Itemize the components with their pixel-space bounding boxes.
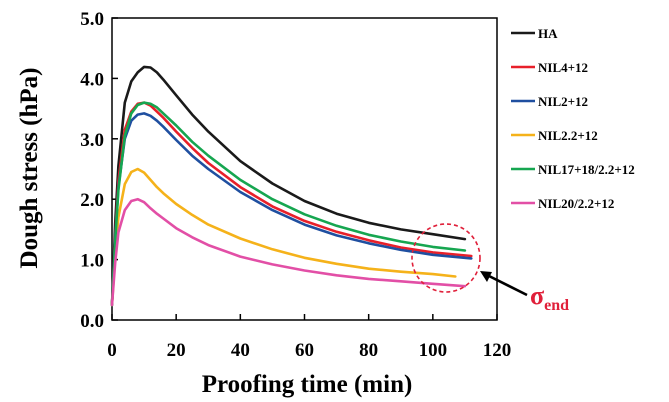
series-line-nil20-2-2-12 xyxy=(110,197,467,307)
series-line-nil17-18-2-2-12 xyxy=(110,101,467,307)
x-tick-label: 0 xyxy=(107,340,117,361)
y-axis-ticks: 0.0 1.0 2.0 3.0 4.0 5.0 xyxy=(80,9,118,332)
annotation-arrow-line xyxy=(486,273,528,297)
legend-label: HA xyxy=(538,26,558,41)
x-tick-label: 60 xyxy=(295,340,314,361)
x-tick-label: 100 xyxy=(419,340,448,361)
y-tick-label: 3.0 xyxy=(80,130,104,151)
y-tick-label: 2.0 xyxy=(80,190,104,211)
sigma-end-label: σend xyxy=(530,281,569,314)
series-lines xyxy=(110,65,473,307)
legend: HA NIL4+12 NIL2+12 NIL2.2+12 NIL17+18/2.2+12… xyxy=(511,26,635,211)
legend-label: NIL2+12 xyxy=(538,94,588,109)
x-axis-ticks: 0 20 40 60 80 100 120 xyxy=(107,314,511,361)
legend-label: NIL17+18/2.2+12 xyxy=(538,162,635,177)
y-axis-title: Dough stress (hPa) xyxy=(16,68,43,269)
x-tick-label: 80 xyxy=(359,340,378,361)
y-tick-label: 1.0 xyxy=(80,251,104,272)
annotation-arrowhead xyxy=(480,271,492,282)
x-tick-label: 40 xyxy=(231,340,250,361)
y-tick-label: 5.0 xyxy=(80,9,104,30)
series-line-ha xyxy=(110,65,467,307)
legend-label: NIL4+12 xyxy=(538,60,588,75)
x-axis-title: Proofing time (min) xyxy=(202,371,413,398)
series-line-nil2-2-12 xyxy=(110,167,457,307)
legend-label: NIL20/2.2+12 xyxy=(538,196,614,211)
y-tick-label: 0.0 xyxy=(80,311,104,332)
x-tick-label: 120 xyxy=(483,340,512,361)
x-tick-label: 20 xyxy=(167,340,186,361)
sigma-end-annotation: σend xyxy=(411,223,569,314)
series-line-nil4-12 xyxy=(110,101,473,307)
highlight-circle xyxy=(411,223,481,293)
legend-label: NIL2.2+12 xyxy=(538,128,598,143)
y-tick-label: 4.0 xyxy=(80,69,104,90)
